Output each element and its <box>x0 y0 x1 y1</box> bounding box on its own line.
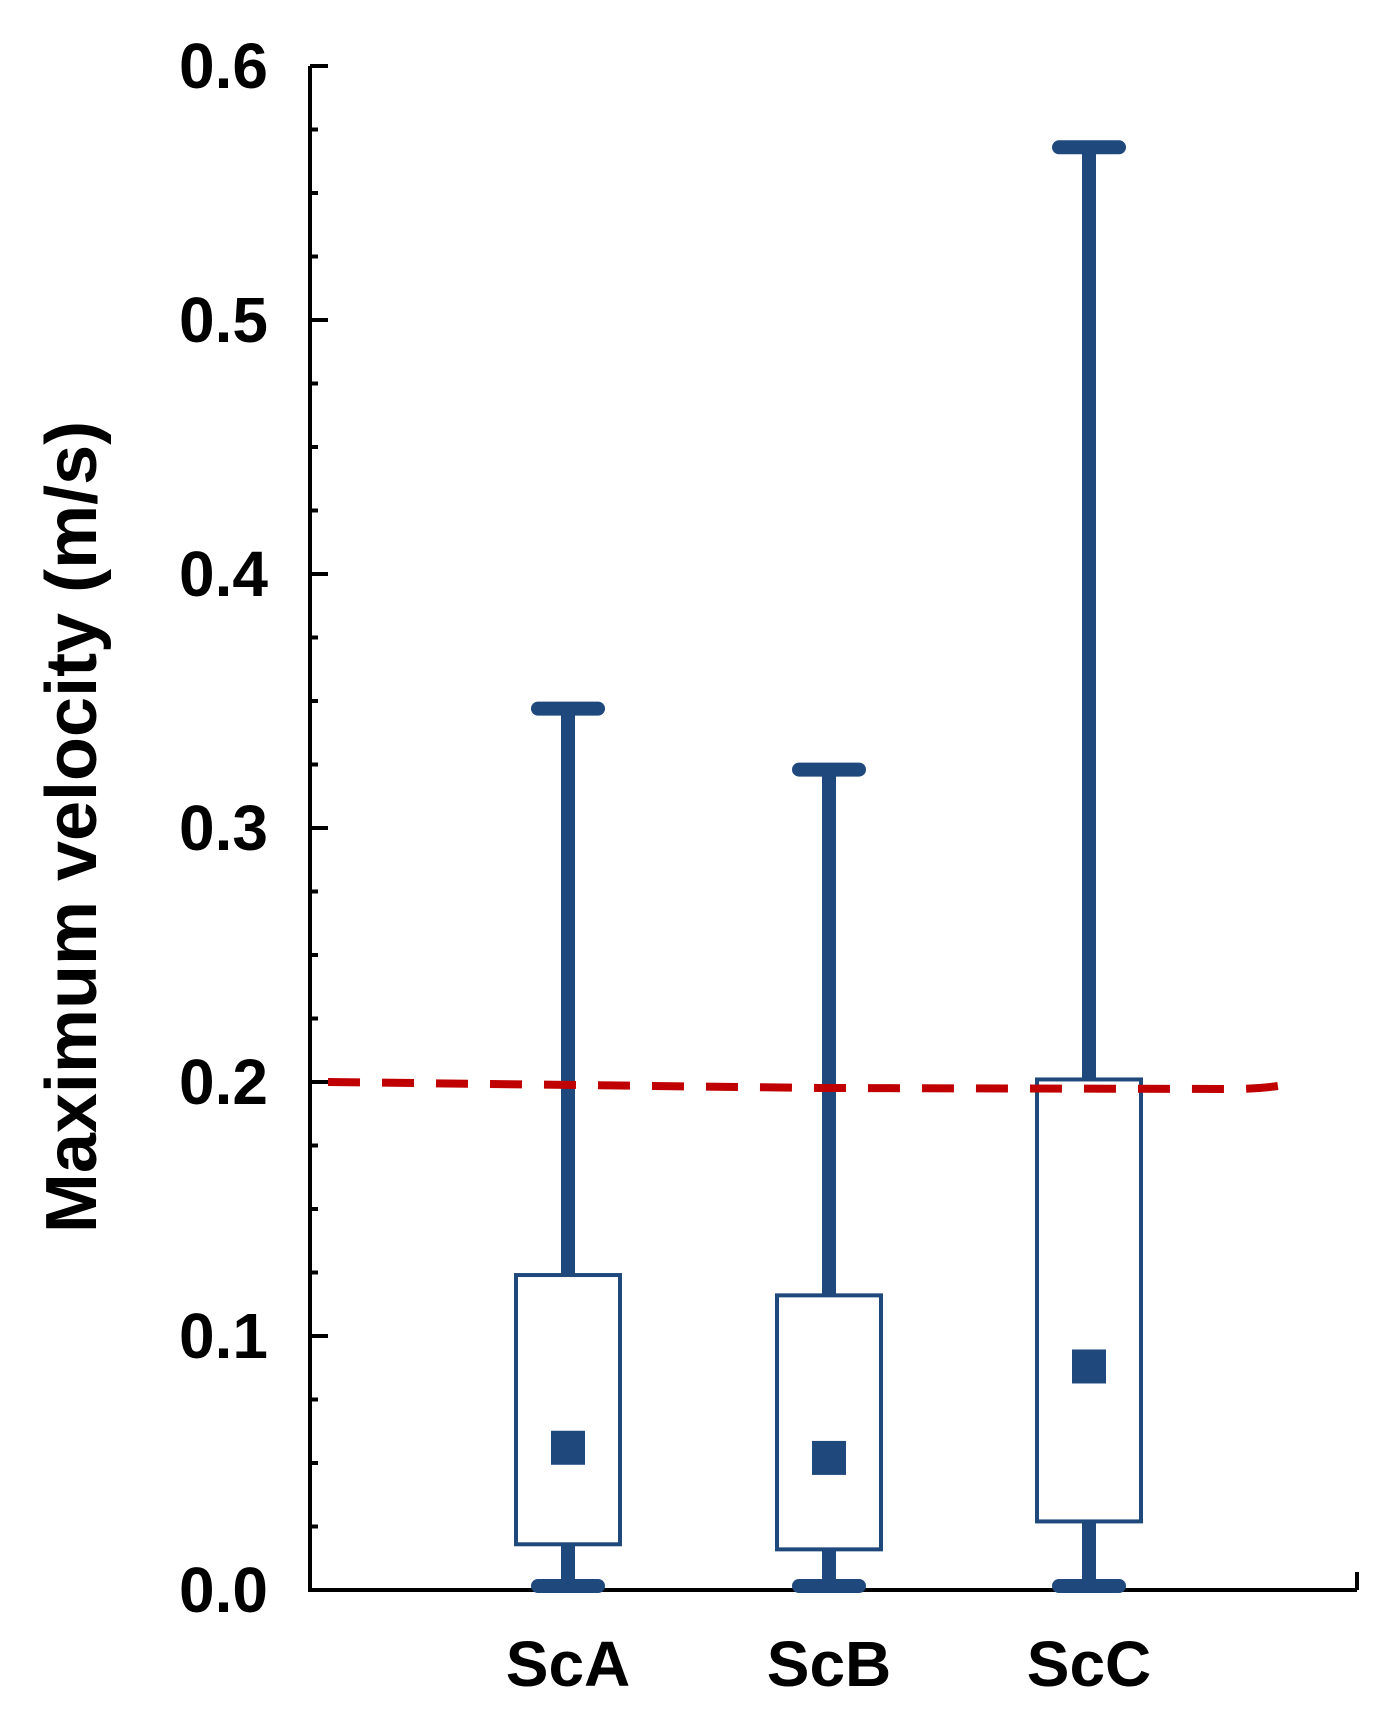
y-tick-label: 0.6 <box>179 30 268 102</box>
mean-marker <box>812 1440 846 1475</box>
mean-marker <box>1072 1349 1106 1384</box>
plot-area: 0.0 0.1 0.2 0.3 0.4 0.5 0.6 ScA ScB ScC <box>179 30 1359 1700</box>
y-tick-label: 0.2 <box>179 1046 268 1118</box>
y-tick-label: 0.1 <box>179 1300 268 1372</box>
iqr-box <box>514 1273 622 1547</box>
mean-marker <box>551 1430 585 1465</box>
iqr-box <box>1035 1077 1143 1524</box>
x-category-label: ScB <box>767 1628 892 1700</box>
x-category-label: ScA <box>506 1628 631 1700</box>
y-tick-label: 0.5 <box>179 284 268 356</box>
y-axis-title: Maximum velocity (m/s) <box>32 421 112 1233</box>
y-tick-label: 0.0 <box>179 1554 268 1626</box>
reference-line <box>327 1078 1291 1094</box>
y-tick-label: 0.3 <box>179 792 268 864</box>
x-category-label: ScC <box>1027 1628 1152 1700</box>
iqr-box <box>775 1293 883 1552</box>
y-tick-label: 0.4 <box>179 538 268 610</box>
